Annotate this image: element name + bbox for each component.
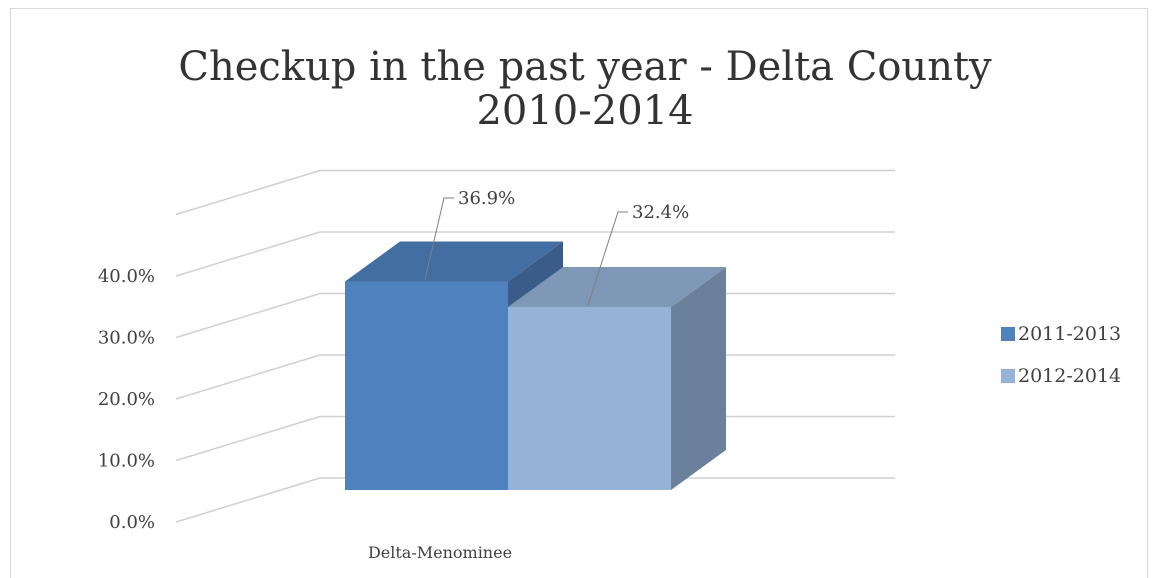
legend-swatch: [1001, 369, 1015, 383]
chart-title-line-2: 2010-2014: [476, 88, 693, 134]
legend: 2011-2013 2012-2014: [1001, 323, 1121, 387]
gridline-side: [175, 292, 321, 339]
data-labels: 36.9% 32.4%: [424, 188, 689, 306]
chart-frame: [10, 8, 1148, 578]
legend-swatch: [1001, 327, 1015, 341]
gridline-side: [175, 169, 321, 216]
bar-side-2012-2014: [671, 266, 726, 490]
y-tick-label: 20.0%: [98, 389, 155, 410]
y-tick-label: 0.0%: [109, 512, 155, 533]
bar-front-2012-2014: [508, 306, 671, 490]
category-label: Delta-Menominee: [368, 543, 512, 562]
y-tick-label: 10.0%: [98, 451, 155, 472]
y-tick-label: 30.0%: [98, 328, 155, 349]
gridline-side: [175, 354, 321, 400]
bars: [345, 241, 726, 490]
gridline-side: [175, 477, 321, 523]
data-label-leader: [424, 197, 454, 280]
gridline-side: [175, 415, 321, 462]
y-axis-ticks: 0.0% 10.0% 20.0% 30.0% 40.0%: [98, 266, 155, 533]
bar-front-2011-2013: [345, 281, 508, 490]
data-label: 36.9%: [458, 188, 515, 209]
legend-label: 2012-2014: [1018, 365, 1121, 387]
data-label: 32.4%: [632, 202, 689, 223]
bar-top-2012-2014: [508, 266, 726, 307]
data-label-leader: [587, 211, 628, 306]
gridline-side: [175, 231, 321, 277]
bar-top-2011-2013: [345, 241, 563, 282]
y-tick-label: 40.0%: [98, 266, 155, 287]
legend-label: 2011-2013: [1018, 323, 1121, 345]
chart-title-line-1: Checkup in the past year - Delta County: [178, 44, 992, 90]
